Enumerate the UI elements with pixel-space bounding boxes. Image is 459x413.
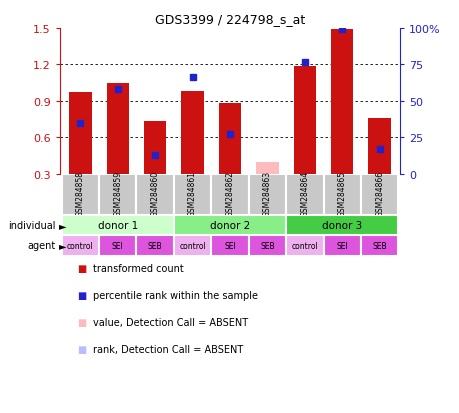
Text: control: control <box>291 241 318 250</box>
Bar <box>99 174 136 215</box>
Bar <box>174 236 211 256</box>
Text: percentile rank within the sample: percentile rank within the sample <box>93 290 257 300</box>
Text: control: control <box>67 241 94 250</box>
Bar <box>285 174 323 215</box>
Bar <box>181 92 203 174</box>
Text: GSM284859: GSM284859 <box>113 171 122 217</box>
Bar <box>368 119 390 174</box>
Text: GSM284865: GSM284865 <box>337 171 346 217</box>
Text: donor 1: donor 1 <box>97 221 138 230</box>
Text: donor 3: donor 3 <box>321 221 362 230</box>
Text: GSM284864: GSM284864 <box>300 171 308 217</box>
Bar <box>256 162 278 174</box>
Text: ►: ► <box>59 241 67 251</box>
Bar <box>62 215 174 236</box>
Text: GSM284861: GSM284861 <box>188 171 196 217</box>
Bar <box>293 66 315 174</box>
Bar <box>211 174 248 215</box>
Bar <box>285 236 323 256</box>
Text: SEI: SEI <box>224 241 235 250</box>
Bar <box>106 83 129 174</box>
Text: SEI: SEI <box>336 241 347 250</box>
Bar <box>144 122 166 174</box>
Bar <box>330 30 353 174</box>
Bar <box>285 215 397 236</box>
Bar <box>323 236 360 256</box>
Bar <box>62 174 99 215</box>
Text: SEB: SEB <box>259 241 274 250</box>
Text: donor 2: donor 2 <box>209 221 250 230</box>
Text: ■: ■ <box>77 263 86 273</box>
Bar <box>174 174 211 215</box>
Text: individual: individual <box>8 221 55 230</box>
Bar <box>360 174 397 215</box>
Text: control: control <box>179 241 206 250</box>
Text: agent: agent <box>27 241 55 251</box>
Text: GSM284862: GSM284862 <box>225 171 234 217</box>
Text: GSM284863: GSM284863 <box>263 171 271 217</box>
Text: ■: ■ <box>77 290 86 300</box>
Bar <box>248 236 285 256</box>
Bar <box>99 236 136 256</box>
Bar <box>360 236 397 256</box>
Text: GSM284860: GSM284860 <box>151 171 159 217</box>
Text: ■: ■ <box>77 317 86 327</box>
Bar <box>136 174 174 215</box>
Text: rank, Detection Call = ABSENT: rank, Detection Call = ABSENT <box>93 344 242 354</box>
Title: GDS3399 / 224798_s_at: GDS3399 / 224798_s_at <box>155 13 304 26</box>
Text: SEB: SEB <box>371 241 386 250</box>
Text: GSM284858: GSM284858 <box>76 171 85 217</box>
Text: GSM284866: GSM284866 <box>374 171 383 217</box>
Bar <box>211 236 248 256</box>
Text: ►: ► <box>59 221 67 230</box>
Bar <box>62 236 99 256</box>
Text: SEI: SEI <box>112 241 123 250</box>
Bar <box>174 215 285 236</box>
Bar <box>323 174 360 215</box>
Bar <box>136 236 174 256</box>
Bar <box>248 174 285 215</box>
Text: value, Detection Call = ABSENT: value, Detection Call = ABSENT <box>93 317 247 327</box>
Text: SEB: SEB <box>147 241 162 250</box>
Bar <box>218 104 241 174</box>
Text: transformed count: transformed count <box>93 263 183 273</box>
Text: ■: ■ <box>77 344 86 354</box>
Bar <box>69 93 91 174</box>
